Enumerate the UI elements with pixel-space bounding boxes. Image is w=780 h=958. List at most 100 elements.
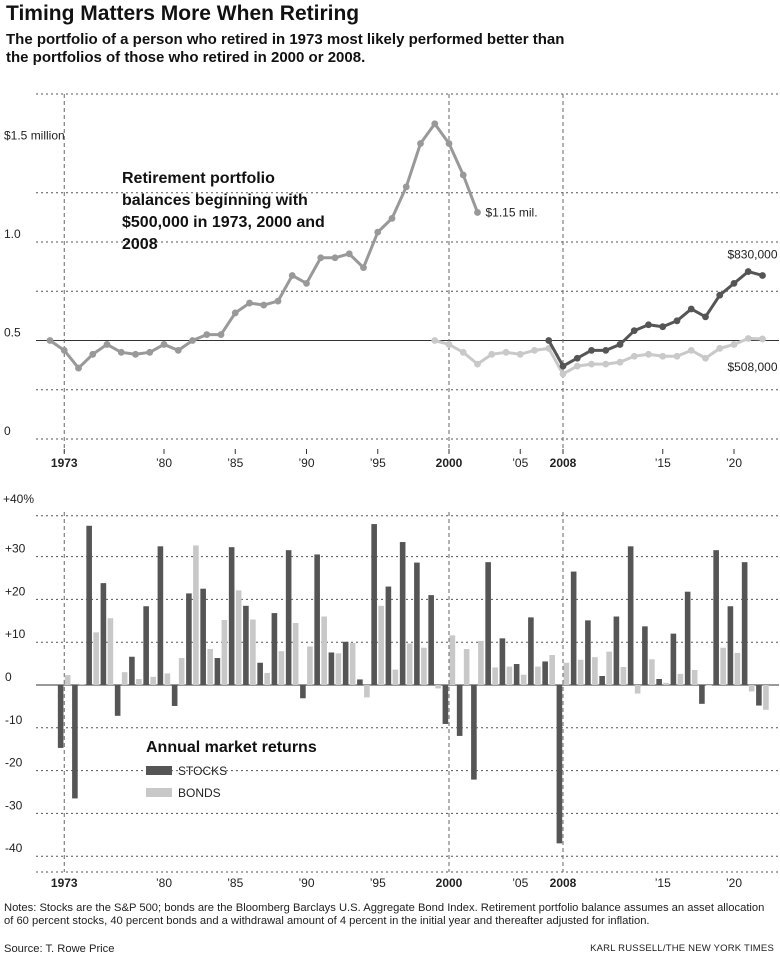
y-tick-label: +10 [5,627,26,641]
data-point-p2000 [602,360,610,368]
data-point-p2008 [687,305,695,313]
data-point-p2000 [759,335,766,343]
x-tick-label: 2008 [550,876,577,890]
bar-stocks [727,606,734,685]
data-point-p2000 [531,346,538,354]
bar-bonds [121,672,128,685]
bar-stocks [114,685,121,716]
data-point-p1973 [388,214,396,222]
data-point-p1973 [374,228,382,236]
series-line-p1973 [49,122,479,370]
data-point-p2008 [744,268,752,275]
data-point-p2000 [445,341,453,348]
data-point-p1973 [117,348,125,356]
data-point-p1973 [46,337,54,344]
bar-stocks [456,685,463,736]
data-point-p1973 [345,250,353,258]
y-tick-label: 0 [5,670,12,684]
data-point-p2000 [488,350,496,358]
bar-stocks [257,662,263,685]
bar-stocks [328,652,335,685]
data-point-p1973 [160,341,168,348]
x-tick-label: ’90 [298,456,314,470]
bar-stocks [642,626,648,685]
bar-bonds [506,666,513,685]
bar-bonds [79,684,85,685]
bar-stocks [613,616,620,685]
data-point-p2008 [602,346,610,354]
portfolio-balance-chart: $1.5 million 1.0 0.5 0 1973 ’80 ’85 ’90 ’95 2000 ’… [4,93,779,470]
data-point-p2008 [716,291,724,299]
x-tick-label: ’20 [726,876,742,890]
legend-title: Annual market returns [146,739,317,756]
data-point-p1973 [260,301,268,309]
bar-bonds [691,670,698,685]
data-point-p1973 [146,348,154,356]
bar-bonds [720,647,726,685]
y-tick-label: -10 [5,713,23,727]
bar-bonds [349,643,356,685]
bar-stocks [684,591,691,685]
bar-bonds [406,643,413,685]
bar-bonds [492,667,498,685]
data-point-p2008 [559,362,567,370]
bar-bonds [449,635,456,685]
data-point-p1973 [203,331,211,338]
bar-bonds [677,673,684,685]
data-point-p1973 [246,299,253,307]
data-point-p2000 [616,358,624,366]
bar-bonds [178,658,185,685]
bar-bonds [535,666,541,685]
bar-stocks [414,562,420,685]
bar-bonds [136,679,142,685]
bar-bonds [463,649,470,685]
data-point-p2008 [702,313,709,321]
series-line-p2000 [434,337,763,376]
data-point-p1973 [417,140,424,147]
bar-bonds [392,669,399,685]
chart-annotation-title: balances beginning with [122,192,308,209]
data-point-p2008 [645,321,652,329]
data-point-p2000 [730,341,738,348]
bar-bonds [748,685,755,692]
bar-stocks [756,685,762,706]
data-point-p2000 [716,344,724,352]
y-tick-label: +20 [5,584,26,598]
bar-stocks [542,661,548,685]
bar-stocks [57,685,64,748]
data-point-p1973 [60,346,68,354]
bar-stocks [656,679,662,685]
bar-stocks [171,685,178,706]
x-tick-label: ’15 [655,456,671,470]
data-point-p1973 [303,279,310,287]
y-tick-label: 0.5 [4,326,21,340]
bar-stocks [271,613,278,685]
bar-bonds [663,682,669,685]
bar-stocks [670,633,677,685]
bar-bonds [763,685,769,710]
data-point-p2008 [659,323,667,331]
bar-stocks [243,605,249,685]
data-point-p2008 [630,327,638,335]
bar-stocks [300,685,306,699]
data-point-p2008 [573,354,581,362]
bar-bonds [620,667,627,685]
bar-bonds [378,605,384,685]
bar-bonds [207,649,213,685]
data-point-p1973 [402,183,410,191]
data-point-p1973 [360,264,367,272]
bar-stocks [471,685,477,780]
bar-bonds [364,685,370,698]
series-line-p2008 [547,270,763,368]
data-point-p2000 [474,360,481,368]
data-point-p1973 [288,272,296,279]
x-tick-label: ’05 [512,876,528,890]
data-point-p2000 [545,344,553,352]
bar-bonds [592,657,598,685]
bar-bonds [734,652,741,685]
data-point-p2000 [659,352,667,360]
bar-stocks [499,638,506,685]
bar-bonds [93,632,99,685]
x-tick-label: ’95 [370,456,386,470]
y-tick-label: -40 [5,841,23,855]
